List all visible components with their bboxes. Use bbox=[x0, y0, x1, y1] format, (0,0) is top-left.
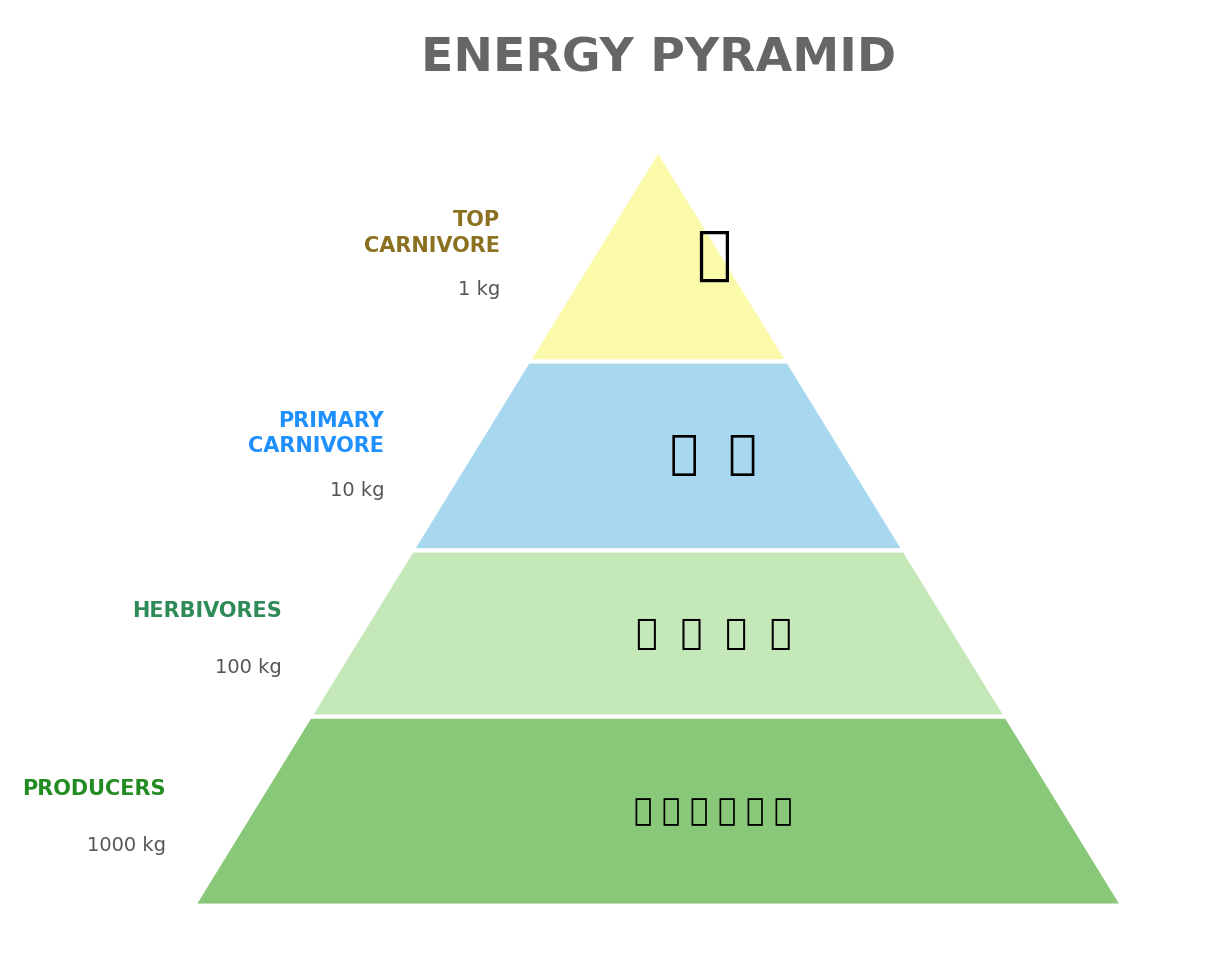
Polygon shape bbox=[310, 551, 1007, 716]
Polygon shape bbox=[412, 362, 904, 551]
Polygon shape bbox=[194, 716, 1122, 906]
Text: PRODUCERS: PRODUCERS bbox=[22, 778, 167, 799]
Text: 1000 kg: 1000 kg bbox=[87, 836, 167, 855]
Text: HERBIVORES: HERBIVORES bbox=[132, 601, 282, 621]
Polygon shape bbox=[528, 150, 788, 362]
Text: 🥕 🌱 🥕 🌱 🥕 🌱: 🥕 🌱 🥕 🌱 🥕 🌱 bbox=[635, 797, 793, 826]
Text: 100 kg: 100 kg bbox=[216, 659, 282, 677]
Text: TOP
CARNIVORE: TOP CARNIVORE bbox=[364, 211, 501, 256]
Text: 🐰  🐰  🐰  🐰: 🐰 🐰 🐰 🐰 bbox=[636, 616, 791, 651]
Text: PRIMARY
CARNIVORE: PRIMARY CARNIVORE bbox=[249, 411, 385, 456]
Text: 10 kg: 10 kg bbox=[330, 480, 385, 500]
Text: 🦁: 🦁 bbox=[696, 227, 731, 284]
Text: ENERGY PYRAMID: ENERGY PYRAMID bbox=[420, 36, 895, 81]
Text: 🦊  🦊: 🦊 🦊 bbox=[670, 433, 757, 478]
Text: 1 kg: 1 kg bbox=[458, 280, 501, 299]
